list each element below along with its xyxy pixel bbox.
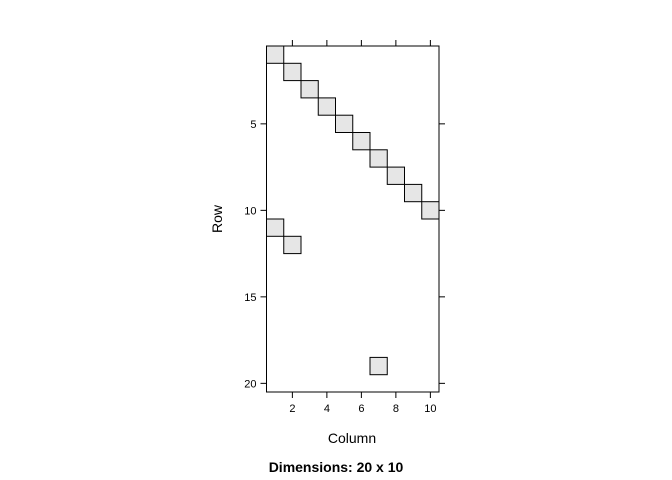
matrix-cell [421,201,440,220]
x-tick-label: 6 [358,403,364,415]
y-axis-label: Row [209,204,225,233]
matrix-cell [369,149,388,168]
matrix-cell [352,132,371,151]
x-tick-label: 2 [289,403,295,415]
y-tick-label: 15 [244,292,256,304]
matrix-cell [283,62,302,82]
cells-layer [266,45,440,376]
matrix-cell [266,218,285,237]
y-tick-label: 10 [244,205,256,217]
x-tick-label: 4 [324,403,330,415]
matrix-cell [386,166,405,185]
x-tick-label: 10 [424,403,436,415]
y-tick-label: 5 [250,119,256,131]
matrix-cell [283,235,302,255]
matrix-cell [404,183,423,203]
x-axis: 2 4 6 8 10 [289,40,437,415]
y-tick-label: 20 [244,378,256,390]
plot-frame [266,45,440,393]
matrix-cell [369,356,388,376]
x-axis-label: Column [328,430,376,446]
matrix-cell [335,114,354,133]
x-tick-label: 8 [393,403,399,415]
matrix-cell [300,80,319,99]
matrix-cell [266,45,285,64]
chart-title: Dimensions: 20 x 10 [269,459,404,475]
y-axis: 5 10 15 20 [244,119,445,390]
matrix-cell [317,97,336,116]
